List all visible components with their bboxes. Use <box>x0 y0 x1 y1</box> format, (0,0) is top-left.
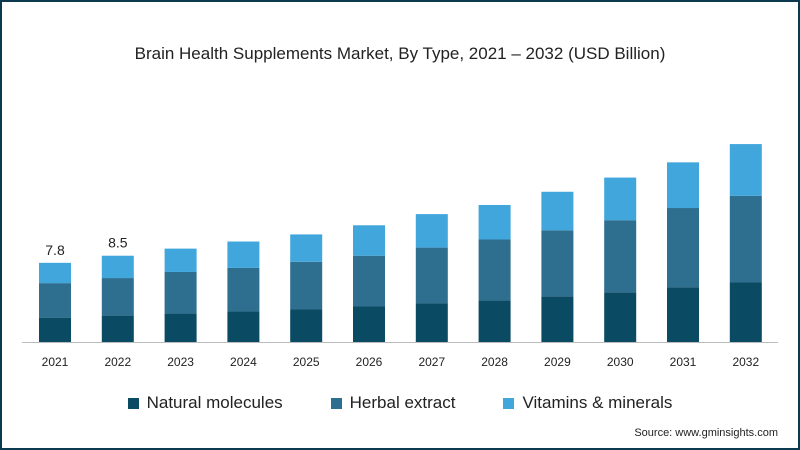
legend-item: Herbal extract <box>330 393 456 413</box>
x-tick-label: 2024 <box>230 355 257 369</box>
x-tick-label: 2023 <box>167 355 194 369</box>
x-tick-label: 2030 <box>607 355 634 369</box>
bar-herbal-extract-2025 <box>290 261 323 310</box>
bar-natural-molecules-2025 <box>290 309 323 342</box>
bar-herbal-extract-2021 <box>39 283 71 318</box>
x-tick-label: 2022 <box>104 355 131 369</box>
bar-vitamins-minerals-2028 <box>478 204 511 240</box>
x-tick-label: 2028 <box>481 355 508 369</box>
bar-natural-molecules-2022 <box>101 315 134 342</box>
legend-item: Natural molecules <box>127 393 283 413</box>
bar-vitamins-minerals-2030 <box>604 177 637 221</box>
bar-vitamins-minerals-2029 <box>541 191 574 231</box>
bar-vitamins-minerals-2032 <box>729 144 762 196</box>
bar-vitamins-minerals-2023 <box>164 248 197 272</box>
legend-item: Vitamins & minerals <box>503 393 672 413</box>
bar-herbal-extract-2022 <box>101 278 134 316</box>
bar-natural-molecules-2032 <box>729 282 762 342</box>
bar-natural-molecules-2026 <box>353 306 385 342</box>
x-tick-label: 2027 <box>418 355 445 369</box>
x-tick-label: 2026 <box>356 355 383 369</box>
bar-natural-molecules-2021 <box>39 317 71 342</box>
chart-title: Brain Health Supplements Market, By Type… <box>134 44 666 63</box>
legend-label: Vitamins & minerals <box>522 393 673 412</box>
x-tick-label: 2025 <box>293 355 320 369</box>
bar-vitamins-minerals-2021 <box>39 262 71 284</box>
x-tick-label: 2031 <box>670 355 697 369</box>
x-tick-label: 2029 <box>544 355 571 369</box>
legend-swatch <box>330 397 342 409</box>
bar-natural-molecules-2028 <box>478 300 511 342</box>
x-tick-label: 2032 <box>732 355 759 369</box>
bar-natural-molecules-2029 <box>541 296 574 342</box>
bar-vitamins-minerals-2026 <box>353 225 385 256</box>
bar-herbal-extract-2031 <box>667 208 699 288</box>
source-note: Source: www.gminsights.com <box>634 427 778 439</box>
bar-natural-molecules-2027 <box>415 303 448 342</box>
bar-herbal-extract-2028 <box>478 239 511 301</box>
bar-vitamins-minerals-2022 <box>101 255 134 279</box>
data-label: 7.8 <box>45 242 65 258</box>
data-label: 8.5 <box>108 235 128 251</box>
legend-label: Natural molecules <box>146 393 283 412</box>
legend: Natural molecules Herbal extract Vitamins … <box>0 393 800 413</box>
bar-natural-molecules-2023 <box>164 313 197 342</box>
bar-herbal-extract-2026 <box>353 255 385 307</box>
bar-herbal-extract-2023 <box>164 271 197 314</box>
x-tick-label: 2021 <box>42 355 69 369</box>
legend-swatch <box>503 397 515 409</box>
bar-herbal-extract-2027 <box>415 247 448 304</box>
bar-herbal-extract-2030 <box>604 220 637 293</box>
bar-natural-molecules-2030 <box>604 292 637 342</box>
legend-swatch <box>127 397 139 409</box>
bar-natural-molecules-2024 <box>227 311 260 342</box>
bar-vitamins-minerals-2031 <box>667 162 699 209</box>
bar-vitamins-minerals-2027 <box>415 214 448 248</box>
bar-vitamins-minerals-2024 <box>227 241 260 268</box>
legend-label: Herbal extract <box>349 393 456 412</box>
bar-herbal-extract-2029 <box>541 230 574 297</box>
bar-vitamins-minerals-2025 <box>290 234 323 262</box>
bar-herbal-extract-2024 <box>227 267 260 312</box>
bar-herbal-extract-2032 <box>729 195 762 283</box>
bar-natural-molecules-2031 <box>667 287 699 342</box>
